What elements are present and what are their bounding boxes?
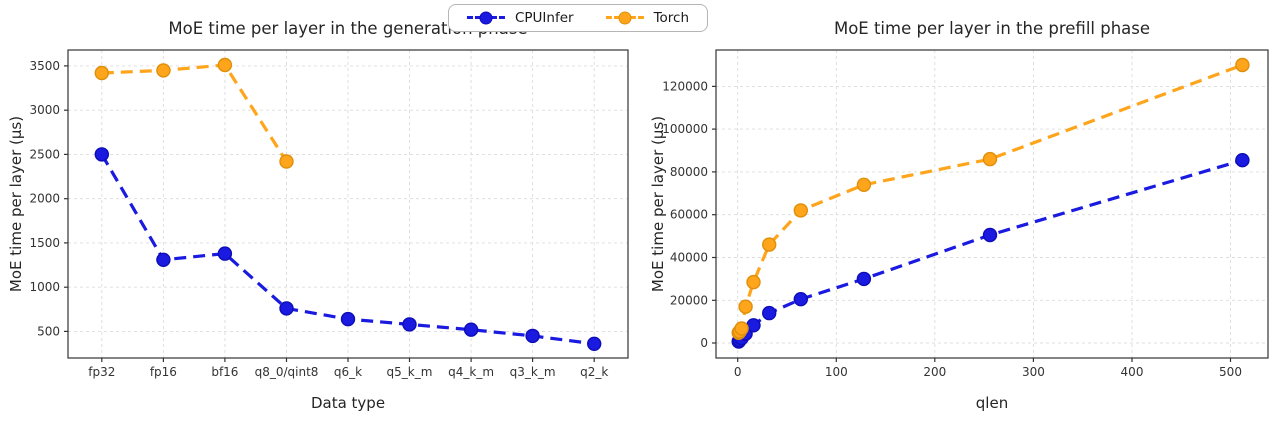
x-tick-label: q4_k_m [448,365,494,379]
x-tick-label: 500 [1219,365,1242,379]
data-point-Torch [1235,57,1250,73]
data-point-Torch [761,237,777,252]
data-point-CPUInfer [156,252,171,268]
legend-dot [618,11,632,25]
data-point-Torch [734,321,749,336]
data-point-CPUInfer [279,301,294,316]
y-axis-label: MoE time per layer (µs) [649,116,667,292]
x-tick-label: fp32 [88,365,115,379]
series-line-Torch [737,63,1243,334]
data-point-CPUInfer [525,328,540,344]
legend-label-torch: Torch [653,10,690,26]
x-axis-label: Data type [311,394,385,412]
plot-frame [67,49,629,359]
legend-dot [479,11,493,25]
data-point-CPUInfer [982,227,998,243]
y-tick-label: 40000 [670,251,708,265]
x-tick-label: 100 [825,365,848,379]
y-tick-label: 0 [700,336,708,350]
x-tick-label: q5_k_m [387,365,433,379]
chart-title: MoE time per layer in the prefill phase [834,19,1150,38]
data-point-Torch [217,57,233,73]
y-tick-label: 100000 [662,122,708,136]
x-tick-label: q8_0/qint8 [255,365,319,379]
data-point-Torch [279,154,294,169]
data-point-CPUInfer [793,292,809,307]
x-axis-label: qlen [976,394,1008,412]
prefill-phase-chart: 0 100 200 300 400 500 0 20000 40000 60000 80000 100… [649,19,1269,412]
data-point-CPUInfer [856,271,872,287]
data-point-CPUInfer [746,318,761,333]
legend-item-torch: Torch [605,10,690,26]
data-point-CPUInfer [463,322,479,337]
x-tick-label: q6_k [334,365,362,379]
x-tick-label: fp16 [150,365,177,379]
legend-item-cpuinfer: CPUInfer [466,10,574,26]
data-point-CPUInfer [587,336,602,351]
cpuinfer-line-marker-icon [466,11,505,25]
x-tick-label: 400 [1121,365,1144,379]
x-tick-label: q2_k [580,365,608,379]
data-point-CPUInfer [761,305,777,321]
data-point-Torch [156,63,171,78]
data-point-Torch [94,65,110,81]
data-point-CPUInfer [217,246,233,261]
x-tick-label: 200 [923,365,946,379]
legend-label-cpuinfer: CPUInfer [514,10,574,26]
chart-title: MoE time per layer in the generation pha… [168,19,527,38]
series-line-Torch [101,63,288,163]
data-point-Torch [738,299,753,314]
y-tick-label: 1000 [29,280,60,294]
plot-frame [715,49,1269,359]
data-point-CPUInfer [402,317,417,332]
data-point-CPUInfer [1235,152,1250,168]
y-tick-label: 20000 [670,293,708,307]
y-tick-label: 2000 [29,192,60,206]
data-point-Torch [793,203,809,218]
y-tick-label: 60000 [670,208,708,222]
data-point-Torch [856,177,872,193]
y-tick-label: 3500 [29,59,60,73]
data-point-CPUInfer [94,147,110,162]
y-tick-label: 1500 [29,236,60,250]
y-tick-label: 500 [37,324,60,338]
legend: CPUInfer Torch [447,4,709,32]
y-tick-label: 80000 [670,165,708,179]
x-tick-label: 300 [1022,365,1045,379]
data-point-Torch [746,274,761,290]
y-tick-label: 3000 [29,103,60,117]
series-line-CPUInfer [737,158,1243,343]
data-point-Torch [982,151,998,167]
torch-line-marker-icon [605,11,644,25]
data-point-CPUInfer [340,311,356,327]
y-tick-label: 2500 [29,147,60,161]
generation-phase-chart: fp32 fp16 bf16 q8_0/qint8 q6_k q5_k_m q4_k_m q3… [7,19,629,412]
x-tick-label: 0 [734,365,742,379]
x-tick-label: q3_k_m [510,365,556,379]
y-tick-label: 120000 [662,79,708,93]
y-axis-label: MoE time per layer (µs) [7,116,25,292]
x-tick-label: bf16 [211,365,238,379]
